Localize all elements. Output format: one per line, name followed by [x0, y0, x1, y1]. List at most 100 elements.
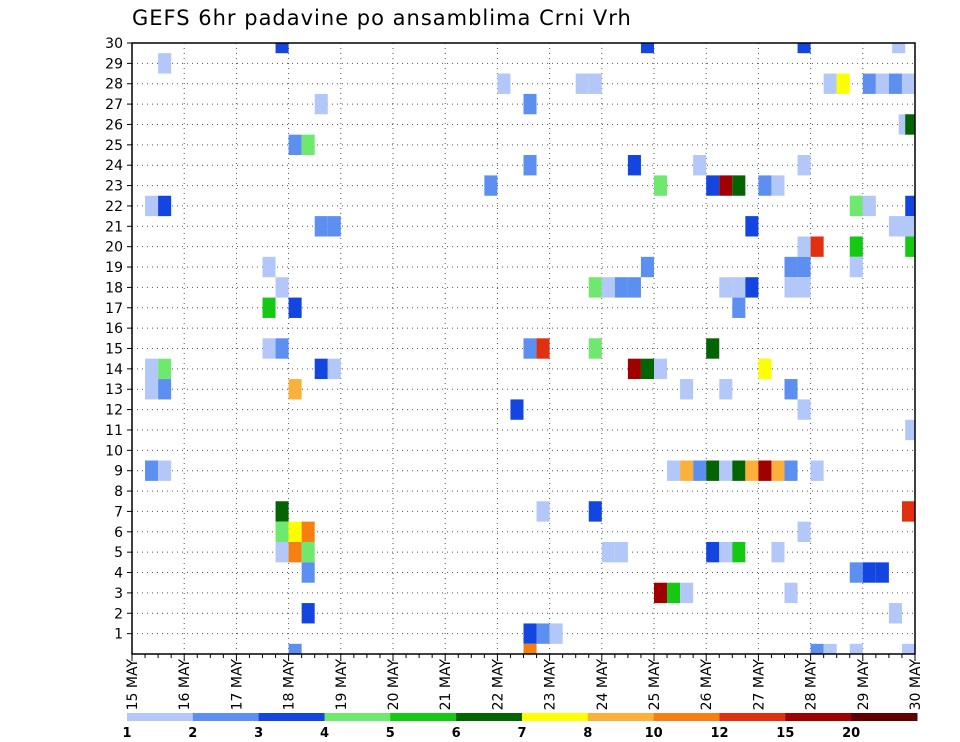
heatmap-cell: [145, 460, 159, 481]
heatmap-cell: [484, 175, 498, 196]
y-tick-label: 12: [105, 403, 123, 419]
heatmap-cell: [680, 582, 694, 604]
heatmap-cell: [719, 460, 733, 481]
heatmap-cell: [849, 236, 863, 257]
heatmap-cell: [849, 195, 863, 217]
heatmap-cell: [732, 277, 746, 298]
y-tick-label: 1: [114, 627, 123, 643]
colorbar-swatch: [653, 713, 720, 721]
colorbar-swatch: [127, 713, 194, 721]
heatmap-cell: [797, 155, 811, 176]
heatmap-cell: [797, 43, 811, 54]
heatmap-cell: [275, 277, 289, 298]
y-tick-label: 28: [105, 77, 123, 93]
y-tick-label: 11: [105, 423, 123, 439]
colorbar-swatch: [851, 713, 918, 721]
heatmap-cell: [575, 73, 589, 94]
heatmap-cell: [640, 43, 654, 54]
heatmap-cell: [693, 460, 707, 481]
heatmap-cell: [627, 358, 641, 380]
heatmap-cell: [275, 43, 289, 54]
heatmap-cell: [901, 501, 915, 522]
heatmap-cell: [536, 501, 550, 522]
heatmap-cell: [797, 256, 811, 278]
heatmap-cell: [301, 541, 315, 563]
y-tick-label: 14: [105, 362, 123, 378]
heatmap-cell: [706, 338, 720, 359]
y-tick-label: 4: [114, 566, 123, 582]
heatmap-cell: [905, 114, 915, 135]
heatmap-cell: [314, 93, 328, 115]
heatmap-cell: [784, 582, 798, 604]
heatmap-cell: [810, 236, 824, 257]
y-axis: 1234567891011121314151617181920212223242…: [105, 36, 132, 643]
heatmap-cell: [719, 541, 733, 563]
colorbar-swatch: [390, 713, 457, 721]
heatmap-cell: [301, 134, 315, 156]
heatmap-cell: [680, 460, 694, 481]
colorbar-swatch: [456, 713, 523, 721]
y-tick-label: 26: [105, 117, 123, 133]
y-tick-label: 9: [114, 464, 123, 480]
heatmap-cell: [892, 43, 906, 54]
heatmap-cell: [523, 338, 537, 359]
colorbar-label: 2: [188, 726, 197, 741]
heatmap-cell: [888, 216, 902, 237]
heatmap-cell: [732, 460, 746, 481]
heatmap-cell: [758, 460, 772, 481]
heatmap-cell: [901, 216, 915, 237]
heatmap-cells: [145, 43, 915, 654]
heatmap-cell: [275, 501, 289, 522]
y-tick-label: 16: [105, 321, 123, 337]
y-tick-label: 21: [105, 219, 123, 235]
heatmap-cell: [901, 73, 915, 94]
heatmap-cell: [614, 541, 628, 563]
heatmap-cell: [784, 277, 798, 298]
colorbar-label: 3: [254, 726, 263, 741]
heatmap-cell: [758, 175, 772, 196]
heatmap-cell: [836, 73, 850, 94]
heatmap-cell: [549, 623, 563, 644]
heatmap-cell: [158, 379, 172, 400]
heatmap-cell: [706, 460, 720, 481]
heatmap-cell: [288, 379, 302, 400]
heatmap-cell: [601, 541, 615, 563]
heatmap-cell: [523, 623, 537, 644]
heatmap-cell: [627, 155, 641, 176]
heatmap-cell: [862, 562, 876, 583]
heatmap-cell: [314, 358, 328, 380]
colorbar-swatch: [719, 713, 786, 721]
heatmap-cell: [523, 643, 537, 654]
colorbar-swatch: [324, 713, 391, 721]
colorbar-swatch: [587, 713, 655, 721]
heatmap-cell: [510, 399, 524, 420]
heatmap-cell: [301, 521, 315, 542]
heatmap-cell: [288, 134, 302, 156]
colorbar-label: 8: [583, 726, 592, 741]
y-tick-label: 25: [105, 138, 123, 154]
x-tick-label: 20 MAY: [386, 659, 402, 711]
x-tick-label: 17 MAY: [229, 659, 245, 711]
x-tick-label: 18 MAY: [282, 659, 298, 711]
colorbar-swatch: [522, 713, 589, 721]
heatmap-cell: [288, 297, 302, 318]
heatmap-cell: [732, 297, 746, 318]
heatmap-cell: [523, 93, 537, 115]
heatmap-cell: [719, 277, 733, 298]
y-tick-label: 13: [105, 382, 123, 398]
x-axis: 15 MAY 16 MAY 17 MAY 18 MAY 19 MAY 20 MAY 21 M…: [125, 654, 924, 710]
heatmap-cell: [627, 277, 641, 298]
heatmap-cell: [784, 256, 798, 278]
heatmap-cell: [667, 460, 681, 481]
heatmap-cell: [771, 460, 785, 481]
heatmap-cell: [275, 521, 289, 542]
heatmap-cell: [301, 562, 315, 583]
heatmap-cell: [588, 501, 602, 522]
colorbar: 1 2 3 4 5 6 7 8 10 12 15 20: [122, 713, 918, 741]
heatmap-cell: [823, 73, 837, 94]
colorbar-label: 4: [320, 726, 329, 741]
y-tick-label: 18: [105, 280, 123, 296]
heatmap-cell: [905, 419, 915, 441]
x-tick-label: 16 MAY: [177, 659, 193, 711]
